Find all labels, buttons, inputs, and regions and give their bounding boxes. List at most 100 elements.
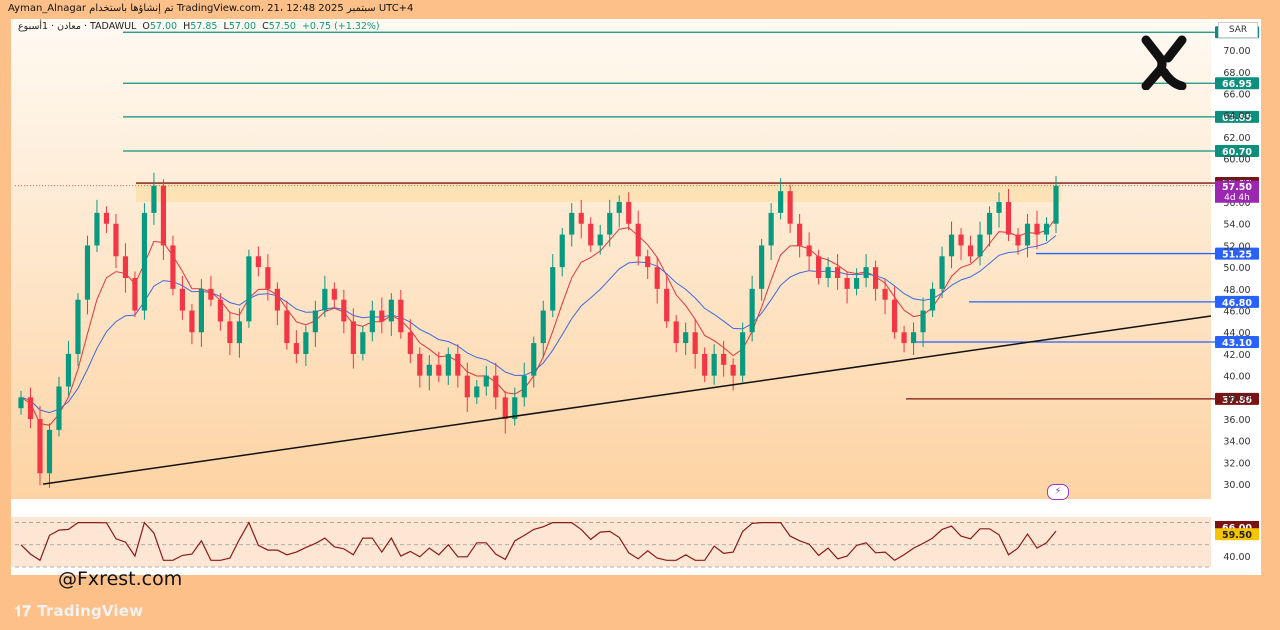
candle-body — [977, 234, 983, 257]
countdown-label: 4d 4h — [1224, 193, 1250, 203]
y-tick-label: 38.00 — [1223, 393, 1250, 404]
candle-body — [635, 223, 641, 257]
level-label-bg-37.86 — [1215, 392, 1259, 405]
candle-body — [759, 245, 765, 289]
candle-body — [654, 267, 660, 289]
candle-body — [350, 321, 356, 354]
y-tick-label: 34.00 — [1223, 437, 1250, 448]
candle-body — [179, 288, 186, 311]
candle-body — [493, 375, 499, 398]
candle-body — [854, 277, 860, 289]
tradingview-logo: 𝟏𝟕 TradingView — [14, 602, 144, 620]
level-label-bg-46.80 — [1215, 295, 1259, 308]
candle-body — [141, 212, 148, 311]
candle-body — [455, 353, 461, 376]
candle-body — [768, 212, 774, 246]
y-tick-label: 68.00 — [1223, 68, 1250, 79]
candle-body — [122, 256, 129, 278]
y-tick-label: 30.00 — [1223, 480, 1250, 491]
y-tick-label: 62.00 — [1223, 133, 1250, 144]
candle-body — [797, 223, 803, 246]
candle-body — [293, 343, 299, 354]
support-trendline — [42, 315, 1212, 485]
candle-body — [920, 310, 926, 333]
y-tick-label: 42.00 — [1223, 350, 1250, 361]
resistance-zone — [136, 183, 1061, 203]
candle-body — [217, 299, 223, 322]
candle-body — [958, 234, 964, 246]
candle-body — [891, 299, 898, 333]
candle-body — [778, 191, 784, 213]
candle-body — [312, 310, 318, 333]
candle-body — [246, 256, 252, 322]
currency-button[interactable]: SAR — [1218, 22, 1258, 38]
candle-body — [417, 353, 423, 376]
candle-body — [132, 277, 138, 311]
candle-body — [84, 245, 91, 300]
candle-body — [863, 267, 869, 278]
candle-body — [151, 185, 157, 213]
price-pane-background — [11, 19, 1211, 499]
candle-body — [550, 267, 556, 311]
candle-body — [901, 332, 907, 344]
y-tick-label: 40.00 — [1223, 372, 1250, 383]
rsi-marker-label: 59.50 — [1222, 530, 1252, 541]
candle-body — [806, 245, 812, 257]
level-label-37.86: 37.86 — [1222, 395, 1252, 406]
candle-body — [939, 256, 945, 289]
candle-body — [56, 386, 62, 430]
tradingview-mark-icon: 𝟏𝟕 — [14, 602, 32, 620]
candle-body — [645, 256, 651, 268]
level-label-51.25: 51.25 — [1222, 250, 1252, 261]
candle-body — [597, 234, 603, 246]
rsi-line — [20, 521, 1057, 562]
candle-body — [46, 429, 53, 474]
candle-body — [683, 332, 689, 344]
level-label-bg-63.85 — [1215, 110, 1259, 123]
candle-body — [284, 310, 290, 344]
price-chart[interactable]: 71.6566.9563.8560.7057.7551.2546.8043.10… — [11, 19, 1261, 575]
rsi-y-tick: 40.00 — [1223, 552, 1250, 563]
candle-body — [1024, 223, 1031, 246]
y-tick-label: 54.00 — [1223, 220, 1250, 231]
candle-body — [388, 299, 394, 322]
candle-body — [825, 267, 831, 278]
candle-body — [711, 353, 717, 376]
candle-body — [967, 245, 974, 257]
candle-body — [208, 288, 214, 300]
candle-body — [236, 321, 242, 344]
watermark-text: @Fxrest.com — [58, 568, 183, 590]
candle-body — [721, 353, 727, 365]
candle-body — [1053, 185, 1059, 224]
candle-body — [872, 267, 879, 289]
candle-body — [1005, 202, 1012, 235]
candle-body — [103, 212, 110, 224]
lightning-icon[interactable]: ⚡ — [1047, 484, 1069, 500]
candle-body — [170, 245, 176, 289]
candle-body — [331, 288, 337, 300]
candle-body — [198, 288, 205, 333]
candle-body — [910, 332, 917, 344]
level-label-43.10: 43.10 — [1222, 338, 1252, 349]
y-tick-label: 64.00 — [1223, 111, 1250, 122]
candle-body — [929, 288, 936, 311]
level-label-bg-51.25 — [1215, 247, 1259, 260]
candle-body — [436, 364, 442, 376]
candle-body — [474, 386, 480, 398]
candle-body — [531, 343, 537, 376]
candle-body — [1015, 234, 1021, 246]
candle-body — [502, 397, 508, 420]
ema-fast-line — [20, 217, 1057, 426]
candle-body — [882, 288, 888, 300]
candle-body — [816, 256, 822, 278]
candle-body — [740, 332, 746, 376]
candle-body — [75, 299, 81, 354]
candle-body — [521, 375, 527, 398]
candle-body — [673, 321, 679, 344]
level-label-60.70: 60.70 — [1222, 147, 1252, 158]
candle-body — [1034, 223, 1040, 235]
candle-body — [464, 375, 470, 398]
rsi-marker-bg — [1215, 528, 1259, 541]
y-tick-label: 36.00 — [1223, 415, 1250, 426]
low-value: 57.00 — [228, 21, 257, 32]
